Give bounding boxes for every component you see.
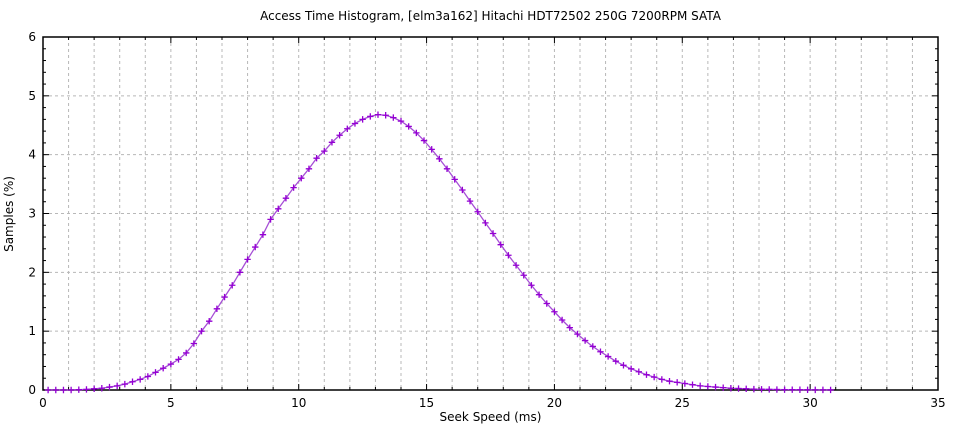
- y-tick-label: 5: [28, 89, 36, 103]
- y-tick-label: 3: [28, 207, 36, 221]
- y-tick-label: 4: [28, 148, 36, 162]
- x-tick-label: 15: [419, 396, 434, 410]
- y-tick-label: 2: [28, 265, 36, 279]
- x-tick-label: 25: [675, 396, 690, 410]
- x-tick-label: 20: [547, 396, 562, 410]
- x-tick-label: 0: [39, 396, 47, 410]
- x-tick-label: 35: [930, 396, 945, 410]
- x-tick-label: 5: [167, 396, 175, 410]
- x-axis-label: Seek Speed (ms): [439, 410, 542, 424]
- x-tick-label: 30: [802, 396, 817, 410]
- y-axis-label: Samples (%): [2, 176, 16, 252]
- chart-title: Access Time Histogram, [elm3a162] Hitach…: [260, 9, 721, 23]
- y-tick-label: 6: [28, 30, 36, 44]
- x-tick-label: 10: [291, 396, 306, 410]
- y-tick-label: 1: [28, 324, 36, 338]
- y-tick-label: 0: [28, 383, 36, 397]
- series-markers: [44, 111, 834, 394]
